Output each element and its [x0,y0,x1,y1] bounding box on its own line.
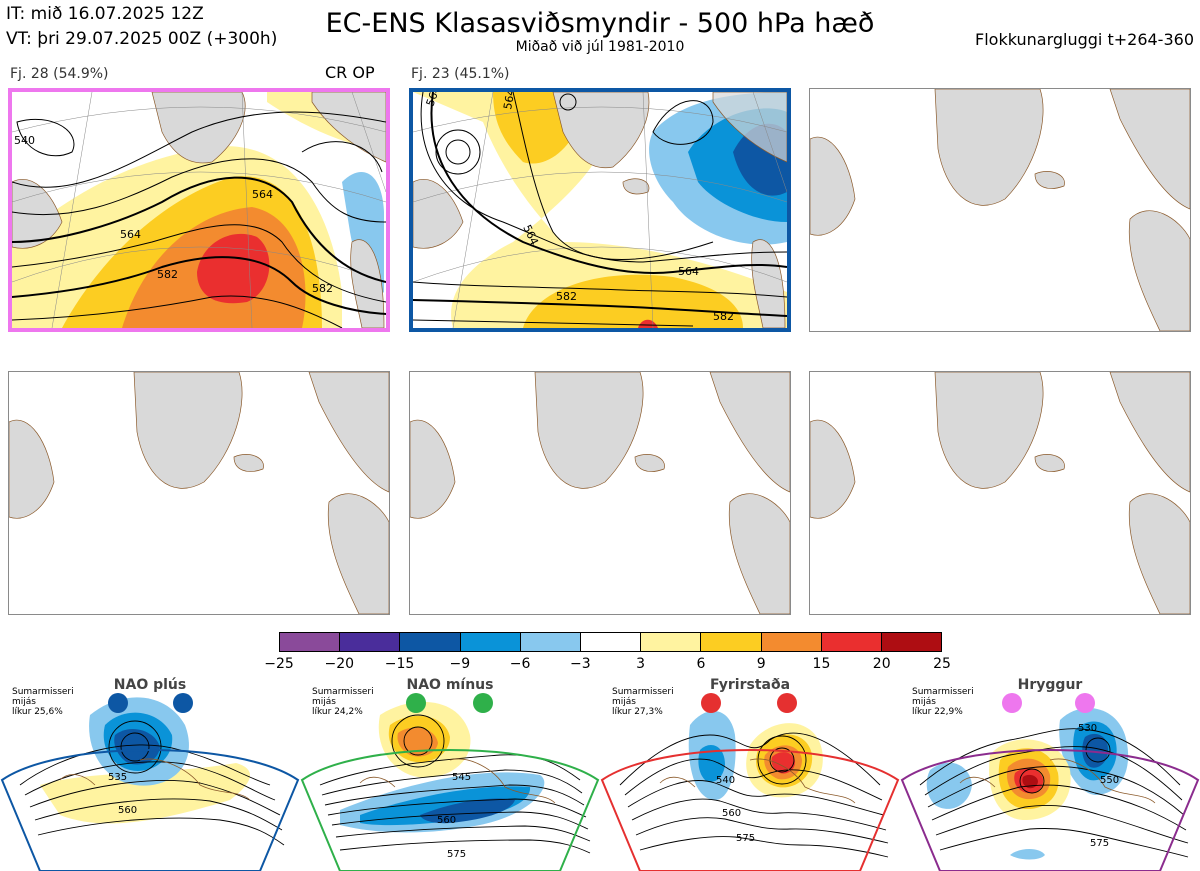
land [1034,171,1065,189]
colorbar-segment [280,633,341,651]
regime-ridge[interactable]: 530 550 575 Hryggur Sumarmisseri mijás l… [900,675,1200,871]
land [9,419,55,519]
land [810,419,856,519]
colorbar-tick-label: 25 [933,656,951,672]
colorbar-tick-label: 6 [696,656,706,672]
cluster-map-1[interactable]: 564 564 582 582 540 [8,88,390,332]
regime-contour-label: 575 [736,833,755,844]
regime-info: Sumarmisseri mijás líkur 24,2% [312,687,374,717]
land [1128,210,1190,331]
land [233,454,264,472]
cluster-2-label: Fj. 23 (45.1%) [411,66,510,82]
contour-label: 540 [14,134,35,147]
cluster-map-5 [409,371,791,615]
land [751,239,786,328]
regime-nao-plus[interactable]: 535 560 NAO plús Sumarmisseri mijás líku… [0,675,300,871]
regime-info: Sumarmisseri mijás líkur 27,3% [612,687,674,717]
greenland-land [534,372,644,489]
colorbar-segment [701,633,762,651]
contour-label: 564 [501,92,517,111]
anomaly-fill [197,233,270,304]
greenland-land [934,372,1044,489]
contour-label: 564 [252,188,273,201]
greenland-land [151,92,246,164]
land [1109,89,1190,210]
cluster-map-4 [8,371,390,615]
classification-window: Flokkunargluggi t+264-360 [975,30,1194,49]
cluster-map-3 [809,88,1191,332]
colorbar-tick-label: 20 [872,656,891,672]
colorbar-segment [340,633,401,651]
regime-contour-label: 530 [1078,723,1097,734]
regime-info: Sumarmisseri mijás líkur 22,9% [912,687,974,717]
contour-label: 582 [556,290,577,303]
cluster-map-6 [809,371,1191,615]
regime-info: Sumarmisseri mijás líkur 25,6% [12,687,74,717]
regime-blocking[interactable]: 540 560 575 Fyrirstaða Sumarmisseri mijá… [600,675,900,871]
cluster-map-2[interactable]: 564 564 564 582 582 564 [409,88,791,332]
colorbar-segment [881,633,942,651]
page-title: EC-ENS Klasasviðsmyndir - 500 hPa hæð [325,8,875,39]
colorbar-segment [761,633,822,651]
regime-name: NAO plús [113,677,187,693]
land [12,179,63,249]
regime-contour-label: 560 [118,805,137,816]
regime-contour-label: 535 [108,772,127,783]
contour-label: 582 [312,282,333,295]
colorbar-tick-label: −9 [449,656,471,672]
land [634,454,665,472]
colorbar-segment [460,633,521,651]
colorbar-segment [821,633,882,651]
regime-name: Fyrirstaða [709,677,791,693]
regime-contour-label: 540 [716,775,735,786]
land [1034,454,1065,472]
land [311,92,386,163]
anomaly-colorbar [279,632,942,652]
initial-time: IT: mið 16.07.2025 12Z [6,4,204,24]
regime-contour-label: 545 [452,772,471,783]
cluster-1-label: Fj. 28 (54.9%) [10,66,109,82]
land [1109,372,1190,493]
colorbar-tick-label: 9 [756,656,766,672]
land [1128,493,1190,614]
land [709,372,790,493]
colorbar-segment [520,633,581,651]
regime-nao-minus[interactable]: 545 560 575 NAO mínus Sumarmisseri mijás… [300,675,600,871]
contour-label: 564 [120,228,141,241]
land [413,179,464,249]
land [350,239,385,328]
land [622,178,650,195]
regime-contour-label: 575 [1090,838,1109,849]
contour-label: 582 [713,310,734,323]
colorbar-tick-label: −3 [570,656,591,672]
greenland-land [133,372,243,489]
land [728,493,790,614]
regime-contour-label: 575 [447,849,466,860]
regime-contour-label: 560 [722,808,741,819]
land [308,372,389,493]
colorbar-tick-label: −15 [384,656,415,672]
colorbar-tick-label: −20 [324,656,355,672]
colorbar-tick-label: 15 [812,656,831,672]
colorbar-tick-label: −25 [264,656,294,672]
colorbar-segment [641,633,702,651]
colorbar-segment [580,633,642,651]
contour-label: 564 [678,265,699,278]
regime-name: NAO mínus [406,677,494,693]
land [810,136,856,236]
colorbar-segment [400,633,461,651]
valid-time: VT: þri 29.07.2025 00Z (+300h) [6,29,278,49]
land [410,419,456,519]
land [712,92,787,163]
regime-contour-label: 550 [1100,775,1119,786]
regime-contour-label: 560 [437,815,456,826]
land [327,493,389,614]
page-subtitle: Miðað við júl 1981-2010 [515,39,685,55]
contour-label: 582 [157,268,178,281]
cluster-1-op-label: CR OP [325,63,375,82]
colorbar-tick-label: −6 [509,656,531,672]
regime-name: Hryggur [1017,677,1083,693]
greenland-land [934,89,1044,206]
colorbar-tick-label: 3 [636,656,646,672]
